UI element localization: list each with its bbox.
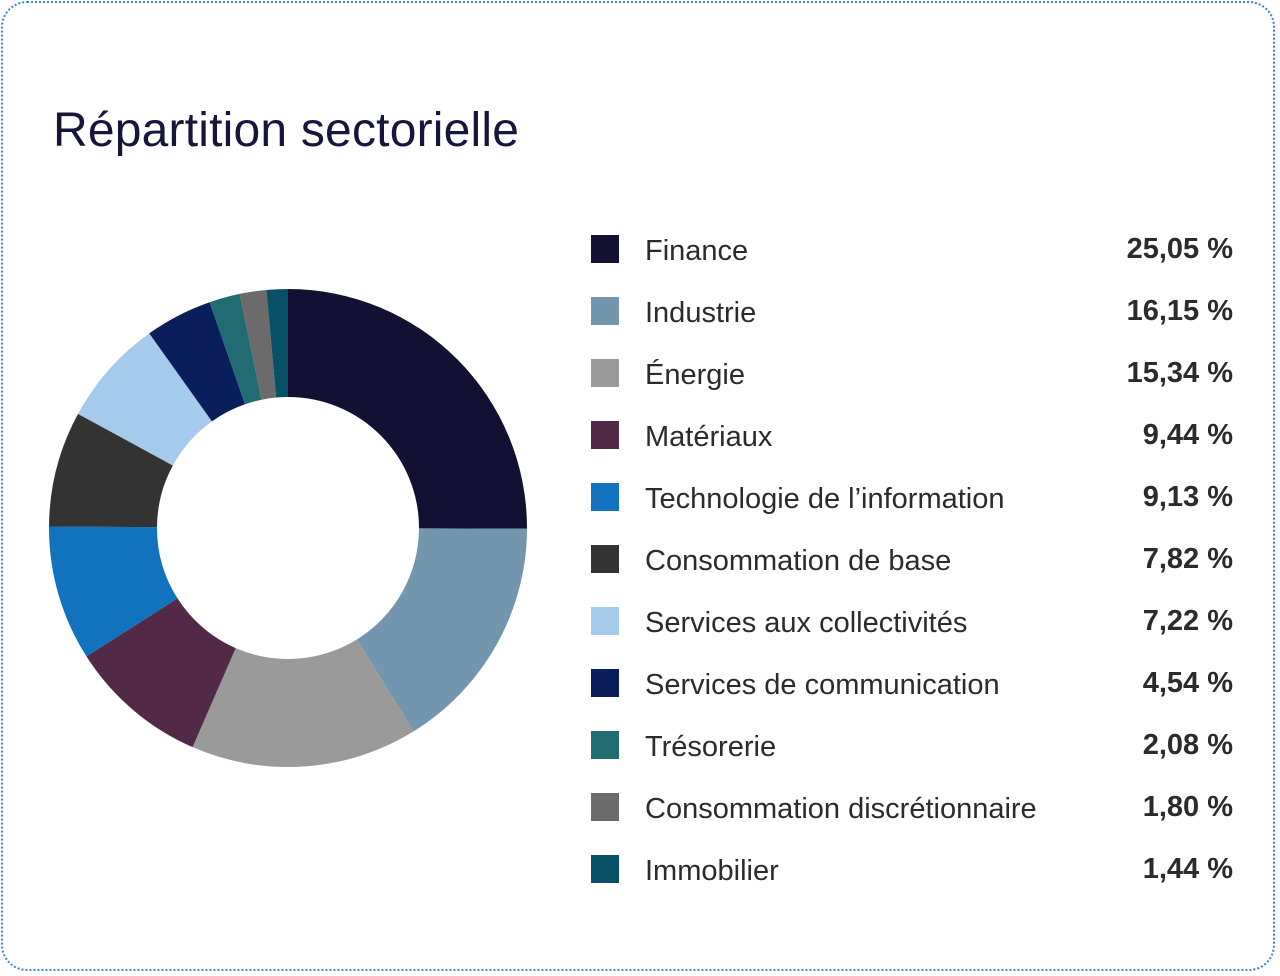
legend-value: 16,15 % xyxy=(1126,295,1233,327)
donut-slice xyxy=(86,598,236,748)
donut-slice xyxy=(266,289,288,398)
legend-swatch xyxy=(591,855,619,883)
donut-slice xyxy=(239,289,277,400)
legend-item: Trésorerie 2,08 % xyxy=(591,721,1233,783)
legend-value: 7,82 % xyxy=(1142,543,1233,575)
legend-item: Énergie 15,34 % xyxy=(591,349,1233,411)
donut-slice xyxy=(356,528,527,732)
legend-label: Services de communication xyxy=(645,669,1000,701)
donut-slice xyxy=(192,639,414,767)
donut-slice xyxy=(149,302,246,422)
legend-swatch xyxy=(591,545,619,573)
legend-label: Technologie de l’information xyxy=(645,483,1005,515)
legend-item: Immobilier 1,44 % xyxy=(591,845,1233,907)
legend-swatch xyxy=(591,297,619,325)
legend-value: 4,54 % xyxy=(1142,667,1233,699)
legend-item: Consommation de base 7,82 % xyxy=(591,535,1233,597)
legend-item: Services aux collectivités 7,22 % xyxy=(591,597,1233,659)
legend-swatch xyxy=(591,731,619,759)
donut-chart xyxy=(49,289,527,767)
legend-item: Matériaux 9,44 % xyxy=(591,411,1233,473)
legend-value: 7,22 % xyxy=(1142,605,1233,637)
legend-value: 9,13 % xyxy=(1142,481,1233,513)
legend-value: 2,08 % xyxy=(1142,729,1233,761)
donut-slice xyxy=(209,293,262,405)
legend-swatch xyxy=(591,359,619,387)
legend-label: Consommation discrétionnaire xyxy=(645,793,1037,825)
legend-value: 25,05 % xyxy=(1126,233,1233,265)
legend-item: Technologie de l’information 9,13 % xyxy=(591,473,1233,535)
legend-swatch xyxy=(591,421,619,449)
legend-value: 15,34 % xyxy=(1126,357,1233,389)
legend-swatch xyxy=(591,669,619,697)
legend-item: Consommation discrétionnaire 1,80 % xyxy=(591,783,1233,845)
donut-slice xyxy=(49,526,178,657)
legend-value: 1,80 % xyxy=(1142,791,1233,823)
legend-label: Immobilier xyxy=(645,855,779,887)
legend-item: Finance 25,05 % xyxy=(591,225,1233,287)
legend-swatch xyxy=(591,793,619,821)
donut-slice xyxy=(288,289,527,529)
chart-title: Répartition sectorielle xyxy=(53,104,520,157)
legend-label: Industrie xyxy=(645,297,757,329)
legend-value: 1,44 % xyxy=(1142,853,1233,885)
legend: Finance 25,05 % Industrie 16,15 % Énergie 15,… xyxy=(591,225,1233,907)
donut-slice xyxy=(77,333,212,466)
legend-swatch xyxy=(591,483,619,511)
legend-value: 9,44 % xyxy=(1142,419,1233,451)
legend-label: Consommation de base xyxy=(645,545,952,577)
legend-label: Trésorerie xyxy=(645,731,777,763)
legend-label: Finance xyxy=(645,235,749,267)
legend-swatch xyxy=(591,607,619,635)
donut-slice xyxy=(49,413,173,528)
legend-swatch xyxy=(591,235,619,263)
legend-label: Matériaux xyxy=(645,421,773,453)
legend-label: Services aux collectivités xyxy=(645,607,968,639)
legend-label: Énergie xyxy=(645,359,745,391)
legend-item: Industrie 16,15 % xyxy=(591,287,1233,349)
legend-item: Services de communication 4,54 % xyxy=(591,659,1233,721)
